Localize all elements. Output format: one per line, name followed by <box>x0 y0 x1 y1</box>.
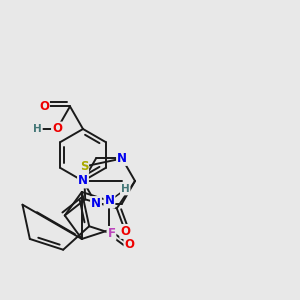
Text: N: N <box>117 152 127 165</box>
Text: N: N <box>104 194 114 207</box>
Text: O: O <box>52 122 62 136</box>
Text: N: N <box>78 175 88 188</box>
Text: F: F <box>107 227 116 240</box>
Text: S: S <box>80 160 88 173</box>
Text: O: O <box>39 100 49 113</box>
Text: H: H <box>33 124 42 134</box>
Text: N: N <box>91 197 101 210</box>
Text: O: O <box>124 238 134 251</box>
Text: H: H <box>121 184 130 194</box>
Text: O: O <box>120 225 130 238</box>
